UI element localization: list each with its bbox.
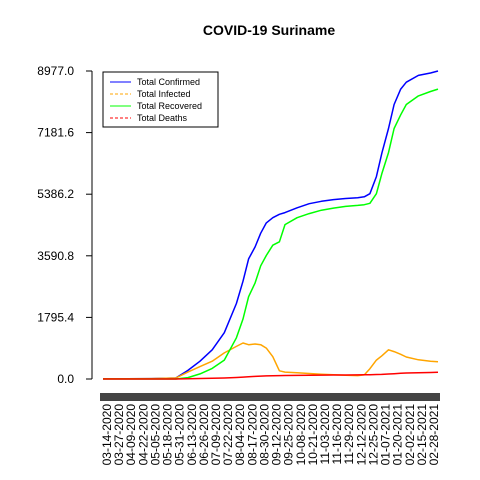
y-tick-label: 3590.8 <box>37 249 74 263</box>
x-tick-label: 09-12-2020 <box>270 404 284 466</box>
legend-label: Total Confirmed <box>137 77 200 87</box>
x-tick-label: 12-25-2020 <box>366 404 380 466</box>
x-tick-label: 11-29-2020 <box>342 404 356 465</box>
chart-title: COVID-19 Suriname <box>203 22 335 38</box>
legend-label: Total Infected <box>137 89 191 99</box>
x-tick-label: 01-07-2021 <box>379 404 393 466</box>
legend: Total Confirmed Total Infected Total Recov… <box>102 71 219 128</box>
x-tick-label: 11-16-2020 <box>330 404 344 465</box>
y-tick-label: 8977.0 <box>37 64 74 78</box>
x-axis-strip <box>100 393 440 401</box>
y-tick-label: 5386.2 <box>37 187 74 201</box>
x-axis: 03-14-202003-27-202004-09-202004-22-2020… <box>100 404 441 466</box>
x-tick-label: 05-18-2020 <box>161 404 175 466</box>
series-layer <box>103 70 439 380</box>
x-tick-label: 12-12-2020 <box>354 404 368 466</box>
x-tick-label: 04-09-2020 <box>124 404 138 466</box>
y-tick-label: 0.0 <box>57 372 74 386</box>
x-tick-label: 07-09-2020 <box>209 404 223 466</box>
x-tick-label: 11-03-2020 <box>318 404 332 465</box>
series-line-total-deaths <box>103 371 439 380</box>
x-tick-label: 03-14-2020 <box>100 404 114 466</box>
x-tick-label: 05-05-2020 <box>148 404 162 466</box>
x-tick-label: 08-17-2020 <box>245 404 259 466</box>
x-tick-label: 10-08-2020 <box>294 404 308 466</box>
series-line-total-recovered <box>103 88 439 380</box>
x-axis-tick-strip <box>100 393 440 401</box>
x-tick-label: 02-15-2021 <box>415 404 429 466</box>
x-tick-label: 08-04-2020 <box>233 404 247 466</box>
x-tick-label: 05-31-2020 <box>173 404 187 466</box>
x-tick-label: 08-30-2020 <box>257 404 271 466</box>
x-tick-label: 09-25-2020 <box>282 404 296 466</box>
series-line-total-confirmed <box>103 70 439 380</box>
x-tick-label: 02-28-2021 <box>427 404 441 466</box>
x-tick-label: 10-21-2020 <box>306 404 320 466</box>
x-tick-label: 01-20-2021 <box>391 404 405 466</box>
y-axis: 0.0 1795.4 3590.8 5386.2 7181.6 8977.0 <box>37 64 93 386</box>
y-tick-label: 7181.6 <box>37 126 74 140</box>
x-tick-label: 04-22-2020 <box>136 404 150 466</box>
legend-label: Total Deaths <box>137 113 188 123</box>
x-tick-label: 06-13-2020 <box>185 404 199 466</box>
legend-label: Total Recovered <box>137 101 202 111</box>
x-tick-label: 06-26-2020 <box>197 404 211 466</box>
x-tick-label: 02-02-2021 <box>403 404 417 466</box>
x-tick-label: 03-27-2020 <box>112 404 126 466</box>
series-line-total-infected <box>103 342 439 380</box>
y-tick-label: 1795.4 <box>37 310 74 324</box>
x-tick-label: 07-22-2020 <box>221 404 235 466</box>
